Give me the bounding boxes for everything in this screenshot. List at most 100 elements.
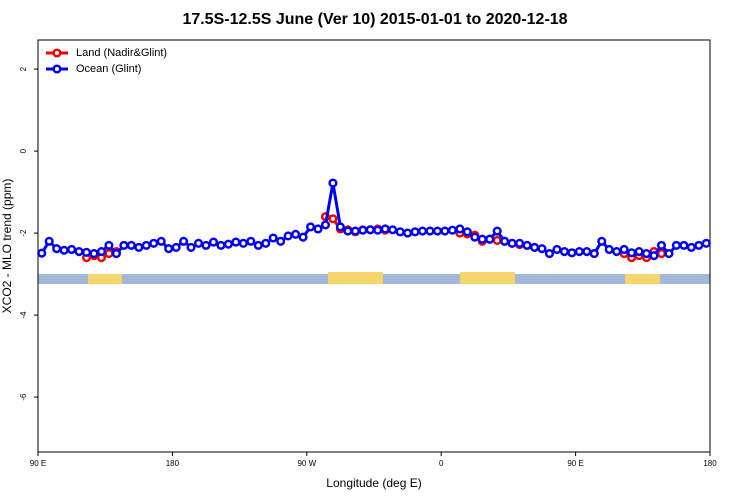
legend-marker xyxy=(52,64,62,74)
data-point xyxy=(81,247,92,257)
legend-label: Land (Nadir&Glint) xyxy=(76,47,167,59)
x-tick-label: 0 xyxy=(439,459,444,468)
data-point xyxy=(679,240,689,250)
data-point xyxy=(298,232,308,242)
data-point xyxy=(104,240,114,250)
data-point xyxy=(552,244,562,255)
data-point xyxy=(358,225,368,235)
data-point xyxy=(686,242,696,252)
land-strip xyxy=(460,272,515,284)
data-point xyxy=(126,240,136,250)
data-point xyxy=(634,246,644,257)
data-point xyxy=(701,238,711,248)
data-point xyxy=(201,240,211,250)
data-point xyxy=(619,244,629,255)
data-point xyxy=(574,246,584,257)
data-point xyxy=(164,244,174,254)
x-tick-label: 180 xyxy=(166,459,180,468)
data-point xyxy=(455,224,465,234)
data-point xyxy=(208,237,219,247)
data-point xyxy=(447,225,457,235)
x-tick-label: 90 E xyxy=(567,459,583,468)
data-point xyxy=(246,236,256,246)
data-point xyxy=(179,236,189,246)
data-point xyxy=(313,224,323,234)
legend-marker xyxy=(52,48,62,58)
data-point xyxy=(432,226,443,236)
data-point xyxy=(67,244,77,255)
plot-frame xyxy=(37,39,711,453)
data-point xyxy=(656,249,667,259)
land-strip xyxy=(88,274,122,284)
data-point xyxy=(216,240,226,250)
y-tick-label: 2 xyxy=(19,66,28,71)
data-point xyxy=(119,240,129,250)
data-point xyxy=(582,246,592,257)
x-tick-label: 180 xyxy=(703,459,717,468)
land-strip xyxy=(328,272,383,284)
data-point xyxy=(223,239,233,249)
y-tick-label: -2 xyxy=(19,229,28,237)
data-point xyxy=(559,246,569,257)
data-point xyxy=(589,249,599,259)
data-point xyxy=(597,236,607,246)
data-point xyxy=(320,220,331,230)
y-tick-label: 0 xyxy=(19,148,28,153)
data-point xyxy=(485,234,495,244)
data-point xyxy=(537,244,547,254)
data-point xyxy=(671,240,681,250)
data-point xyxy=(44,236,54,246)
data-point xyxy=(156,236,166,246)
data-point xyxy=(328,178,338,188)
data-point xyxy=(365,225,375,235)
data-point xyxy=(343,226,353,236)
data-point xyxy=(529,242,540,252)
data-point xyxy=(470,232,480,242)
data-point xyxy=(291,229,301,239)
data-point xyxy=(567,248,577,258)
y-tick-label: -6 xyxy=(19,393,28,401)
data-point xyxy=(388,225,398,235)
data-point xyxy=(111,249,121,259)
data-point xyxy=(395,227,405,237)
data-point xyxy=(171,242,181,252)
x-tick-label: 90 E xyxy=(30,459,46,468)
data-point xyxy=(440,226,450,236)
chart-title: 17.5S-12.5S June (Ver 10) 2015-01-01 to … xyxy=(182,11,567,28)
data-point xyxy=(492,226,502,236)
y-axis-label: XCO2 - MLO trend (ppm) xyxy=(0,179,14,314)
data-point xyxy=(515,238,525,248)
data-point xyxy=(492,235,502,246)
land-mask-strip xyxy=(38,272,710,284)
data-point xyxy=(231,237,241,247)
data-point xyxy=(612,246,622,257)
data-point xyxy=(500,236,510,246)
data-point xyxy=(261,238,271,248)
land-strip xyxy=(625,274,660,284)
data-point xyxy=(522,240,532,250)
data-point xyxy=(417,226,428,236)
data-point xyxy=(268,233,278,243)
data-point xyxy=(627,248,637,258)
data-point xyxy=(694,240,704,250)
data-point xyxy=(186,242,196,252)
data-point xyxy=(410,227,420,237)
data-point xyxy=(253,240,263,250)
data-point xyxy=(193,238,204,248)
data-point xyxy=(141,240,151,250)
data-point xyxy=(59,245,69,255)
data-point xyxy=(134,242,144,252)
data-point xyxy=(328,214,338,224)
data-point xyxy=(37,248,47,258)
data-point xyxy=(641,249,652,259)
data-point xyxy=(238,238,248,248)
data-point xyxy=(664,249,674,259)
data-point xyxy=(507,238,517,248)
data-point xyxy=(604,244,614,255)
data-point xyxy=(305,222,316,232)
data-point xyxy=(425,226,435,236)
x-tick-label: 90 W xyxy=(297,459,316,468)
data-point xyxy=(276,236,286,246)
